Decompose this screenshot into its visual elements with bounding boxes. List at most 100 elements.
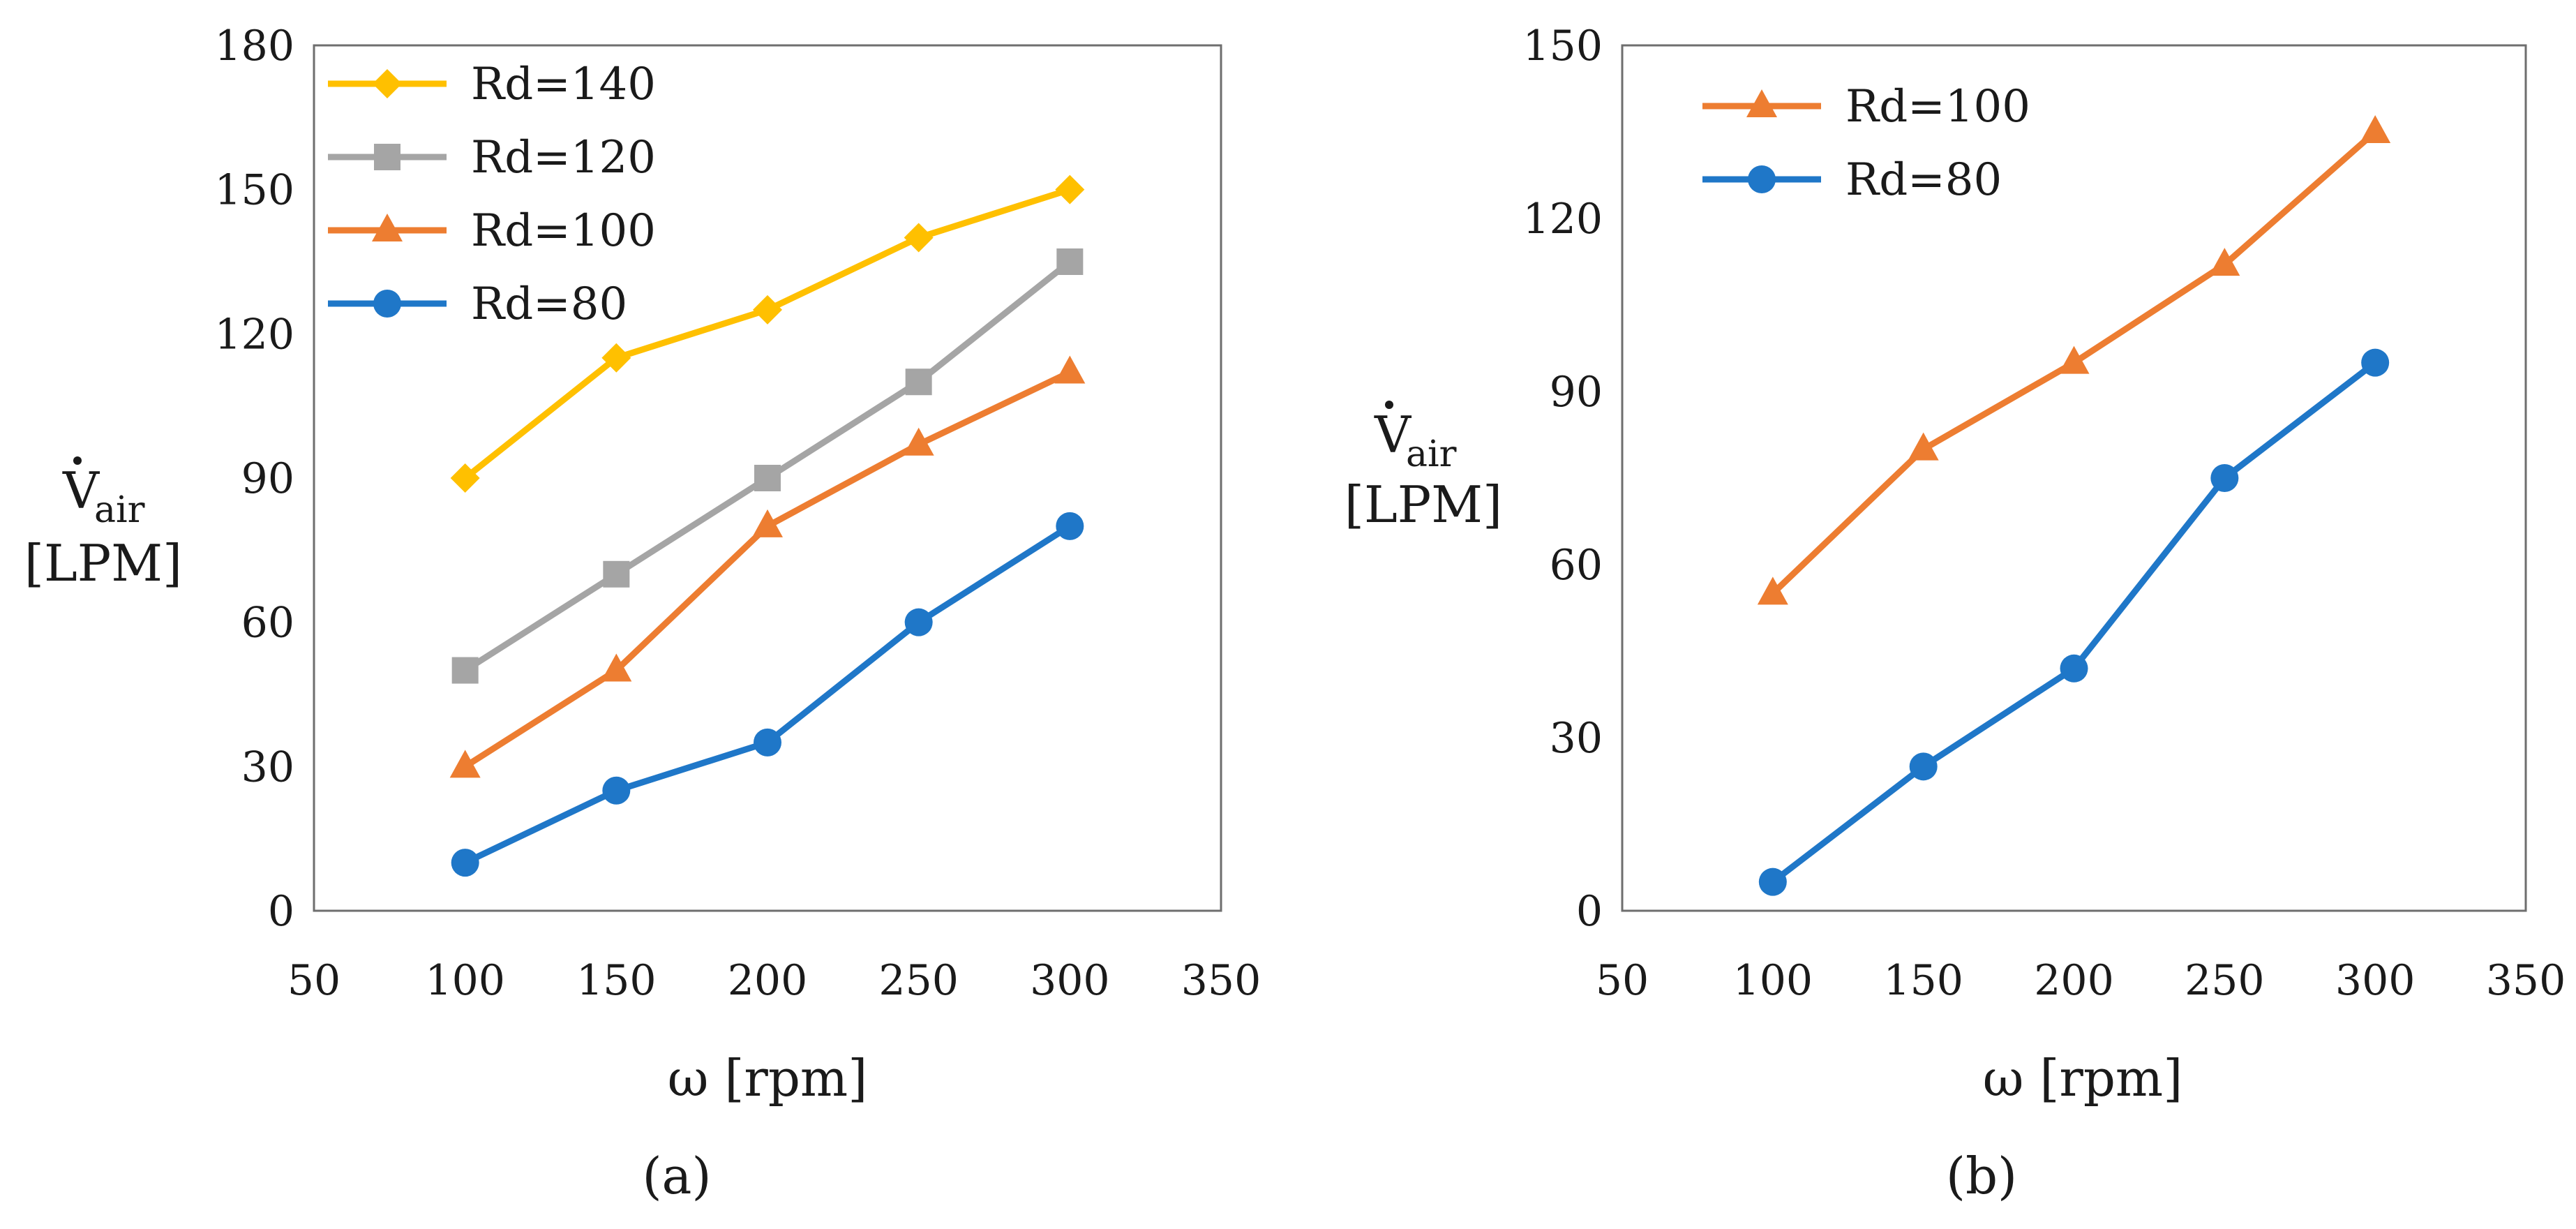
- legend-label: Rd=80: [471, 278, 627, 330]
- data-point: [451, 849, 479, 877]
- x-tick-label: 350: [1181, 956, 1261, 1005]
- data-point: [1909, 752, 1938, 781]
- data-point: [1056, 248, 1084, 275]
- data-point: [2060, 654, 2088, 683]
- data-point: [752, 509, 783, 537]
- data-point: [450, 463, 480, 493]
- x-tick-label: 200: [728, 956, 808, 1005]
- x-tick-label: 50: [287, 956, 340, 1005]
- legend: Rd=100 Rd=80: [1702, 81, 2030, 206]
- legend-marker: [373, 69, 402, 98]
- data-point: [603, 560, 630, 588]
- y-axis-title: V air [LPM]: [1345, 401, 1502, 534]
- x-tick-label: 100: [425, 956, 505, 1005]
- legend-marker: [1748, 165, 1776, 193]
- y-tick-label: 0: [268, 887, 294, 936]
- y-tick-label: 30: [1550, 714, 1603, 763]
- data-point: [2210, 464, 2239, 492]
- x-tick-label: 250: [878, 956, 959, 1005]
- series-line-rd-80: [1771, 360, 2377, 885]
- panel-label: (b): [1946, 1147, 2017, 1205]
- legend-marker: [373, 290, 401, 318]
- y-tick-label: 60: [1550, 541, 1603, 590]
- series-rd-80: [1758, 348, 2390, 896]
- data-point: [754, 728, 781, 757]
- y-tick-label: 90: [1550, 368, 1603, 417]
- x-tick-label: 350: [2486, 956, 2566, 1005]
- data-point: [1054, 355, 1086, 384]
- x-axis-title: ω [rpm]: [1983, 1049, 2183, 1108]
- y-tick-label: 180: [214, 22, 294, 70]
- y-tick-label: 120: [214, 310, 294, 359]
- x-axis-title: ω [rpm]: [668, 1049, 868, 1108]
- legend-label: Rd=120: [471, 132, 656, 184]
- legend-marker: [1746, 89, 1777, 117]
- legend-item-rd-100: Rd=100: [1702, 81, 2030, 133]
- y-axis-subscript: air: [1406, 433, 1457, 475]
- x-tick-label: 300: [2335, 956, 2416, 1005]
- legend-item-rd-140: Rd=140: [328, 59, 656, 110]
- data-point: [904, 608, 933, 636]
- y-tick-label: 0: [1576, 887, 1603, 936]
- data-point: [903, 427, 934, 456]
- y-tick-label: 30: [241, 743, 294, 791]
- legend-label: Rd=140: [471, 59, 656, 110]
- series-rd-100: [1757, 115, 2391, 605]
- y-axis-unit: [LPM]: [1345, 475, 1502, 534]
- chart-a: 0 30 60 90 120 150 180 50 100 150 200 250 300 350 Rd…: [24, 22, 1261, 1205]
- data-point: [449, 750, 481, 778]
- y-axis-unit: [LPM]: [24, 534, 182, 593]
- x-tick-label: 250: [2185, 956, 2265, 1005]
- legend-label: Rd=80: [1845, 154, 2002, 206]
- y-tick-labels: 0 30 60 90 120 150: [1522, 22, 1603, 936]
- data-point: [1055, 174, 1085, 204]
- data-point: [2209, 248, 2240, 276]
- y-axis-title: V air [LPM]: [24, 456, 182, 593]
- y-tick-label: 150: [1522, 22, 1603, 70]
- y-tick-label: 60: [241, 599, 294, 648]
- y-axis-subscript: air: [94, 489, 145, 531]
- x-tick-label: 50: [1596, 956, 1649, 1005]
- y-axis-symbol: V: [62, 461, 100, 520]
- data-point: [451, 657, 479, 684]
- legend-item-rd-100: Rd=100: [328, 205, 656, 257]
- data-point: [1056, 512, 1084, 540]
- x-tick-label: 150: [1883, 956, 1963, 1005]
- y-axis-dot: [1385, 401, 1393, 409]
- series-line-rd-100: [463, 369, 1072, 770]
- x-tick-labels: 50 100 150 200 250 300 350: [1596, 956, 2566, 1005]
- data-point: [602, 776, 631, 805]
- data-point: [2058, 345, 2090, 374]
- data-point: [1908, 432, 1939, 461]
- chart-b: 0 30 60 90 120 150 50 100 150 200 250 300 350 Rd=10…: [1345, 22, 2566, 1205]
- y-axis-symbol: V: [1374, 405, 1412, 464]
- legend-label: Rd=100: [471, 205, 656, 257]
- series-rd-80: [451, 512, 1084, 877]
- y-tick-labels: 0 30 60 90 120 150 180: [214, 22, 294, 936]
- y-tick-label: 90: [241, 454, 294, 503]
- series-layer: [1757, 115, 2391, 896]
- data-point: [601, 653, 632, 682]
- data-point: [1758, 867, 1787, 896]
- legend-label: Rd=100: [1845, 81, 2030, 133]
- x-tick-label: 300: [1030, 956, 1110, 1005]
- data-point: [754, 465, 781, 491]
- series-rd-140: [450, 174, 1085, 493]
- data-point: [2360, 115, 2391, 143]
- data-point: [2361, 348, 2390, 377]
- data-point: [905, 368, 932, 396]
- data-point: [601, 343, 631, 373]
- series-rd-120: [451, 248, 1084, 684]
- plot-frame: [313, 44, 1222, 912]
- legend: Rd=140 Rd=120 Rd=100 Rd=80: [328, 59, 656, 330]
- plot-frame: [1621, 44, 2527, 912]
- series-layer: [449, 174, 1086, 877]
- legend-item-rd-120: Rd=120: [328, 132, 656, 184]
- series-line-rd-80: [463, 523, 1072, 866]
- legend-item-rd-80: Rd=80: [328, 278, 627, 330]
- data-point: [904, 223, 934, 253]
- x-tick-label: 100: [1733, 956, 1813, 1005]
- data-point: [1757, 576, 1788, 605]
- series-rd-100: [449, 355, 1086, 778]
